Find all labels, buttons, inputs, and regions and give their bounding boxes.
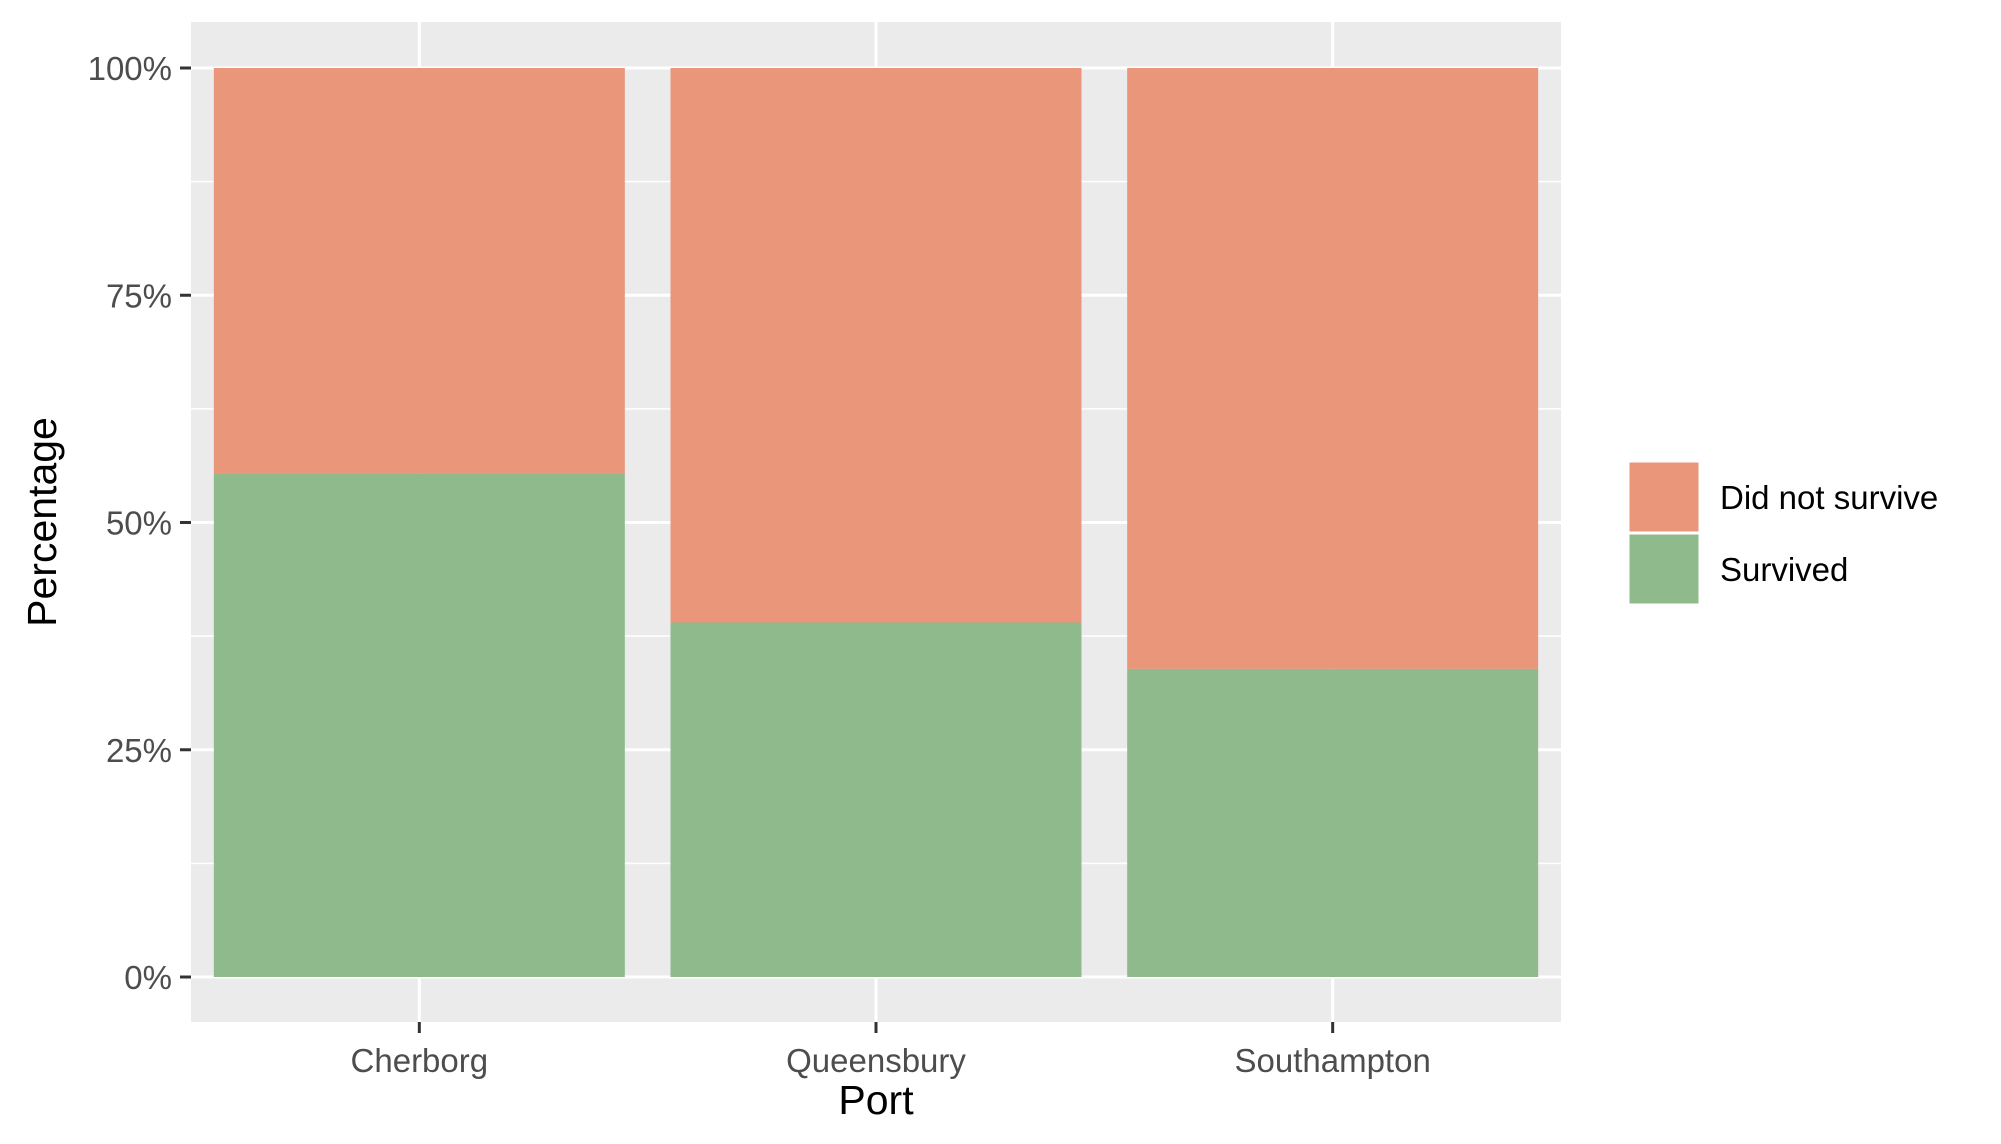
legend: Did not survive Survived bbox=[1626, 459, 1938, 607]
legend-label-survived: Survived bbox=[1720, 551, 1848, 588]
bar-survived-southampton bbox=[1127, 668, 1539, 977]
x-tick-label: Queensbury bbox=[786, 1042, 966, 1079]
y-tick-label: 100% bbox=[88, 50, 172, 87]
bar-survived-cherborg bbox=[213, 473, 625, 977]
y-axis-title: Percentage bbox=[19, 417, 65, 627]
y-axis: 0% 25% 50% 75% 100% bbox=[88, 50, 191, 996]
x-axis-title: Port bbox=[838, 1077, 914, 1123]
x-axis: Cherborg Queensbury Southampton bbox=[351, 1022, 1431, 1079]
bar-did-not-survive-southampton bbox=[1127, 68, 1539, 669]
y-tick-label: 25% bbox=[106, 732, 172, 769]
legend-key-survived bbox=[1626, 531, 1702, 607]
y-tick-label: 75% bbox=[106, 277, 172, 314]
legend-key-did-not-survive bbox=[1626, 459, 1702, 535]
bar-survived-queensbury bbox=[670, 622, 1082, 977]
y-tick-label: 50% bbox=[106, 505, 172, 542]
x-tick-label: Cherborg bbox=[351, 1042, 489, 1079]
legend-label-did-not-survive: Did not survive bbox=[1720, 479, 1938, 516]
y-tick-label: 0% bbox=[124, 959, 172, 996]
bar-did-not-survive-cherborg bbox=[213, 68, 625, 474]
bars bbox=[213, 68, 1539, 977]
bar-did-not-survive-queensbury bbox=[670, 68, 1082, 623]
x-tick-label: Southampton bbox=[1235, 1042, 1431, 1079]
